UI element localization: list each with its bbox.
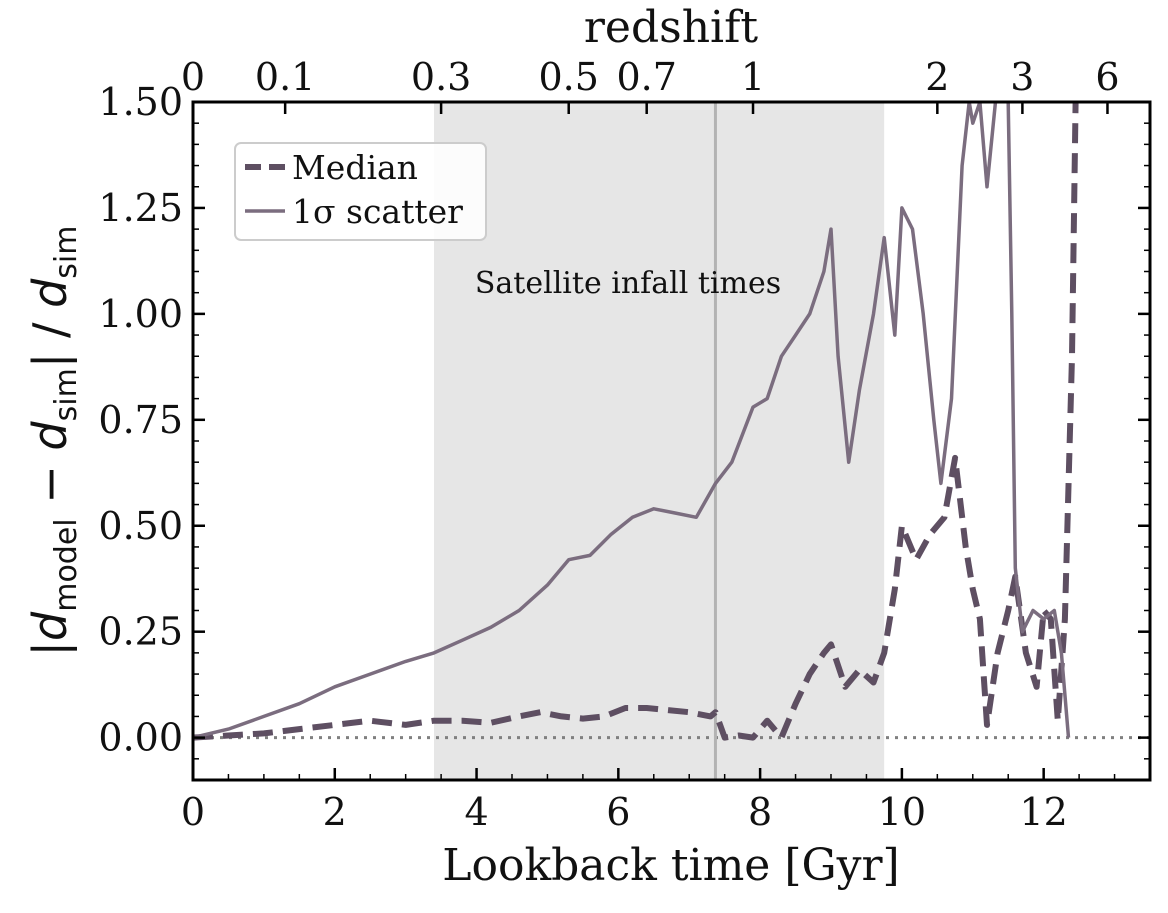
- series-line-scatter: [193, 102, 1071, 740]
- redshift-tick-label: 0.3: [411, 55, 471, 99]
- y-tick-label: 1.50: [98, 80, 183, 124]
- x-tick-label: 4: [464, 790, 488, 834]
- redshift-tick-label: 1: [741, 55, 765, 99]
- x-tick-label: 12: [1019, 790, 1067, 834]
- redshift-tick-label: 0.7: [616, 55, 676, 99]
- legend-box: [234, 142, 487, 241]
- legend-entry-median: Median: [292, 148, 418, 187]
- x-tick-label: 2: [323, 790, 347, 834]
- redshift-tick-label: 0: [181, 55, 205, 99]
- top-axis-label: redshift: [584, 2, 759, 53]
- x-tick-label: 6: [606, 790, 630, 834]
- x-tick-label: 8: [748, 790, 772, 834]
- tick-label-layer: 0 2 4 6 8 10 120.000.250.500.751.001.251.500 0.…: [98, 55, 1119, 834]
- tick-layer: [191, 100, 1150, 780]
- redshift-tick-label: 2: [925, 55, 949, 99]
- legend: Median 1σ scatter: [234, 142, 487, 241]
- y-tick-label: 0.00: [98, 716, 183, 760]
- shaded-region: [434, 102, 885, 780]
- y-tick-label: 0.25: [98, 610, 183, 654]
- redshift-tick-label: 0.5: [538, 55, 598, 99]
- series-layer: [193, 102, 1079, 741]
- y-tick-label: 1.25: [98, 186, 183, 230]
- x-axis-label: Lookback time [Gyr]: [442, 840, 899, 891]
- legend-entry-scatter: 1σ scatter: [292, 192, 463, 231]
- shaded-region-label: Satellite infall times: [475, 266, 781, 301]
- redshift-tick-label: 0.1: [255, 55, 315, 99]
- redshift-tick-label: 3: [1010, 55, 1034, 99]
- y-tick-label: 0.75: [98, 398, 183, 442]
- x-tick-label: 10: [878, 790, 926, 834]
- y-tick-label: 0.50: [98, 504, 183, 548]
- x-tick-label: 0: [181, 790, 205, 834]
- y-tick-label: 1.00: [98, 292, 183, 336]
- y-axis-label: |dmodel − dsim| / dsim: [23, 226, 84, 657]
- series-line-median: [193, 102, 1079, 741]
- infall-shaded-band: [434, 102, 885, 780]
- redshift-tick-label: 6: [1095, 55, 1119, 99]
